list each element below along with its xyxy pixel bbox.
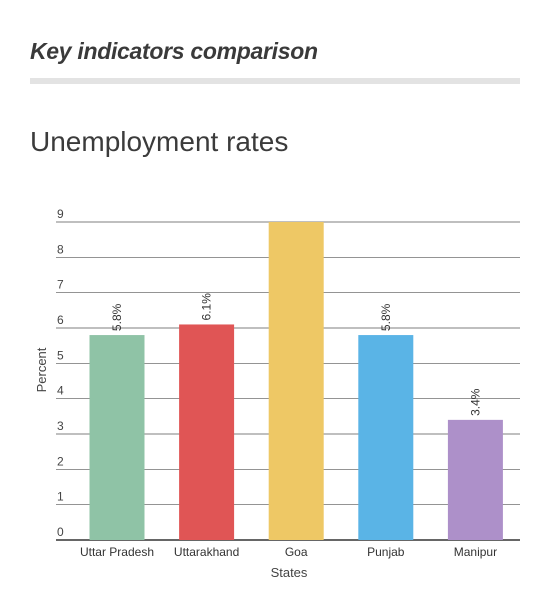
y-tick-label: 9 xyxy=(57,207,64,221)
section-divider xyxy=(30,78,520,84)
data-label: 6.1% xyxy=(200,293,214,321)
bar-manipur xyxy=(447,419,503,540)
y-axis-label: Percent xyxy=(34,347,49,392)
bar-goa xyxy=(268,222,324,540)
x-tick-label: Punjab xyxy=(367,545,405,559)
x-tick-label: Uttarakhand xyxy=(174,545,239,559)
chart-title: Unemployment rates xyxy=(30,126,289,157)
x-tick-label: Manipur xyxy=(454,545,497,559)
data-label: 5.8% xyxy=(110,303,124,331)
y-tick-label: 4 xyxy=(57,384,64,398)
bar-uttar-pradesh xyxy=(89,335,145,540)
y-tick-label: 6 xyxy=(57,313,64,327)
section-title: Key indicators comparison xyxy=(30,38,318,64)
y-tick-label: 8 xyxy=(57,242,64,256)
x-tick-label: Uttar Pradesh xyxy=(80,545,154,559)
y-tick-labels: 0 1 2 3 4 5 6 7 8 9 xyxy=(57,207,64,539)
y-tick-label: 5 xyxy=(57,348,64,362)
bar-uttarakhand xyxy=(179,324,235,540)
y-tick-label: 0 xyxy=(57,525,64,539)
x-tick-labels: Uttar Pradesh Uttarakhand Goa Punjab Manipur xyxy=(80,545,497,559)
x-axis-label: States xyxy=(271,565,308,580)
data-labels: 5.8% 6.1% 5.8% 3.4% xyxy=(110,293,482,416)
data-label: 3.4% xyxy=(468,388,482,416)
y-tick-label: 7 xyxy=(57,278,64,292)
bar-punjab xyxy=(358,335,414,540)
y-tick-label: 3 xyxy=(57,419,64,433)
y-tick-label: 2 xyxy=(57,454,64,468)
x-tick-label: Goa xyxy=(285,545,308,559)
y-tick-label: 1 xyxy=(57,490,64,504)
bars xyxy=(89,222,503,540)
data-label: 5.8% xyxy=(379,303,393,331)
